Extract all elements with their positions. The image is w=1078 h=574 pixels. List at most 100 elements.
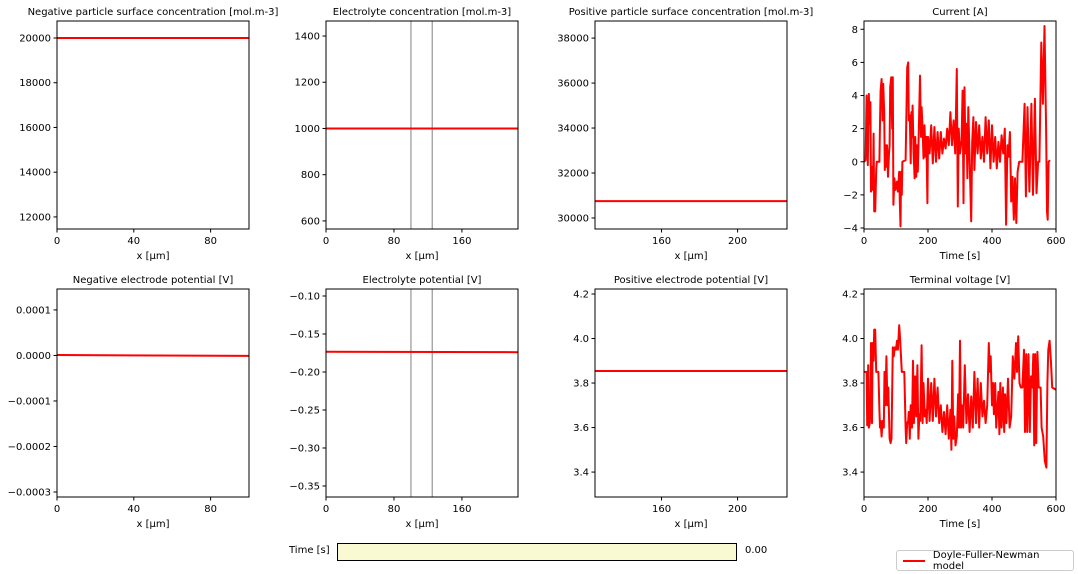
y-tick-label: 3.4 — [842, 468, 858, 479]
x-tick-label: 400 — [982, 236, 1001, 247]
x-tick-label: 80 — [388, 236, 401, 247]
legend-label: Doyle-Fuller-Newman model — [932, 549, 1040, 572]
subplot-title: Current [A] — [932, 7, 987, 18]
subplot-title: Positive electrode potential [V] — [614, 275, 768, 286]
y-tick-label: 0.0001 — [16, 305, 51, 316]
subplot-5: Electrolyte potential [V] x [μm] 0 80 160 −0.… — [289, 275, 519, 530]
y-tick-label: 3.6 — [573, 423, 589, 434]
x-tick-label: 0 — [54, 504, 60, 515]
x-tick-label: 160 — [452, 504, 471, 515]
subplot-6: Positive electrode potential [V] x [μm]16… — [573, 275, 788, 530]
x-tick-label: 0 — [54, 236, 60, 247]
x-tick-label: 0 — [323, 236, 329, 247]
y-tick-label: 12000 — [19, 212, 51, 223]
y-tick-label: 3.8 — [573, 379, 589, 390]
x-tick-label: 160 — [652, 236, 671, 247]
y-tick-label: 18000 — [19, 78, 51, 89]
y-tick-label: −0.0001 — [8, 396, 51, 407]
y-tick-label: 4 — [852, 91, 858, 102]
legend-line-swatch — [903, 559, 925, 562]
x-tick-label: 400 — [982, 504, 1001, 515]
subplot-title: Electrolyte potential [V] — [363, 275, 482, 286]
x-tick-label: 0 — [323, 504, 329, 515]
time-slider-value: 0.00 — [745, 545, 768, 556]
x-tick-label: 160 — [652, 504, 671, 515]
x-axis-label: x [μm] — [136, 519, 169, 530]
y-tick-label: 1400 — [295, 32, 320, 43]
y-tick-label: 16000 — [19, 123, 51, 134]
y-tick-label: 800 — [301, 170, 320, 181]
y-tick-label: 4.2 — [842, 290, 858, 301]
axes-frame — [56, 20, 250, 230]
y-tick-label: −4 — [843, 224, 858, 235]
x-axis-label: Time [s] — [939, 251, 981, 262]
x-tick-label: 200 — [918, 236, 937, 247]
axes-frame — [325, 20, 519, 230]
y-tick-label: −0.0002 — [8, 442, 51, 453]
time-slider-label: Time [s] — [289, 545, 330, 556]
y-tick-label: −0.30 — [289, 443, 320, 454]
x-tick-label: 600 — [1046, 236, 1065, 247]
x-axis-label: x [μm] — [136, 251, 169, 262]
x-tick-label: 200 — [728, 504, 747, 515]
x-axis-label: Time [s] — [939, 519, 981, 530]
time-slider[interactable] — [337, 543, 737, 561]
y-tick-label: 1000 — [295, 124, 320, 135]
subplot-title: Negative particle surface concentration … — [28, 7, 279, 18]
y-tick-label: −0.35 — [289, 481, 320, 492]
y-tick-label: 0.0000 — [16, 351, 51, 362]
x-tick-label: 80 — [204, 504, 217, 515]
x-axis-label: x [μm] — [405, 519, 438, 530]
subplot-7: Terminal voltage [V] Time [s] 0 200 400 600 3.… — [842, 275, 1065, 530]
x-tick-label: 200 — [918, 504, 937, 515]
y-tick-label: −2 — [843, 190, 858, 201]
x-tick-label: 80 — [388, 504, 401, 515]
y-tick-label: 30000 — [557, 213, 589, 224]
y-tick-label: −0.10 — [289, 291, 320, 302]
x-axis-label: x [μm] — [674, 251, 707, 262]
y-tick-label: 2 — [852, 124, 858, 135]
series-line — [57, 354, 249, 357]
subplot-3: Current [A] Time [s] 0 200 400 600 −4 −2 0 2 4 6 8 — [843, 7, 1065, 262]
y-tick-label: −0.25 — [289, 405, 320, 416]
y-tick-label: 3.8 — [842, 379, 858, 390]
subplot-4: Negative electrode potential [V] x [μm] 0 4… — [8, 275, 250, 530]
x-tick-label: 600 — [1046, 504, 1065, 515]
series-line — [864, 25, 1051, 228]
x-axis-label: x [μm] — [405, 251, 438, 262]
y-tick-label: 36000 — [557, 79, 589, 90]
x-tick-label: 40 — [127, 236, 140, 247]
x-tick-label: 0 — [861, 504, 867, 515]
y-tick-label: 600 — [301, 216, 320, 227]
series-line — [864, 324, 1056, 469]
y-tick-label: 4.0 — [573, 334, 589, 345]
axes-frame — [594, 20, 788, 230]
y-tick-label: 3.6 — [842, 423, 858, 434]
legend: Doyle-Fuller-Newman model — [896, 549, 1074, 572]
y-tick-label: −0.0003 — [8, 487, 51, 498]
subplot-2: Positive particle surface concentration … — [557, 7, 813, 262]
subplot-title: Terminal voltage [V] — [909, 275, 1011, 286]
y-tick-label: 1200 — [295, 78, 320, 89]
y-tick-label: 38000 — [557, 34, 589, 45]
y-tick-label: 34000 — [557, 124, 589, 135]
x-axis-label: x [μm] — [674, 519, 707, 530]
axes-frame — [594, 288, 788, 498]
x-tick-label: 160 — [452, 236, 471, 247]
x-tick-label: 0 — [861, 236, 867, 247]
y-tick-label: 20000 — [19, 33, 51, 44]
subplot-title: Electrolyte concentration [mol.m-3] — [333, 7, 511, 18]
y-tick-label: 4.0 — [842, 334, 858, 345]
x-tick-label: 40 — [127, 504, 140, 515]
y-tick-label: −0.20 — [289, 367, 320, 378]
y-tick-label: 8 — [852, 25, 858, 36]
axes-frame — [56, 288, 250, 498]
x-tick-label: 200 — [728, 236, 747, 247]
subplot-title: Negative electrode potential [V] — [73, 275, 234, 286]
y-tick-label: 4.2 — [573, 290, 589, 301]
y-tick-label: 14000 — [19, 168, 51, 179]
y-tick-label: −0.15 — [289, 329, 320, 340]
x-tick-label: 80 — [204, 236, 217, 247]
subplot-0: Negative particle surface concentration … — [19, 7, 278, 262]
